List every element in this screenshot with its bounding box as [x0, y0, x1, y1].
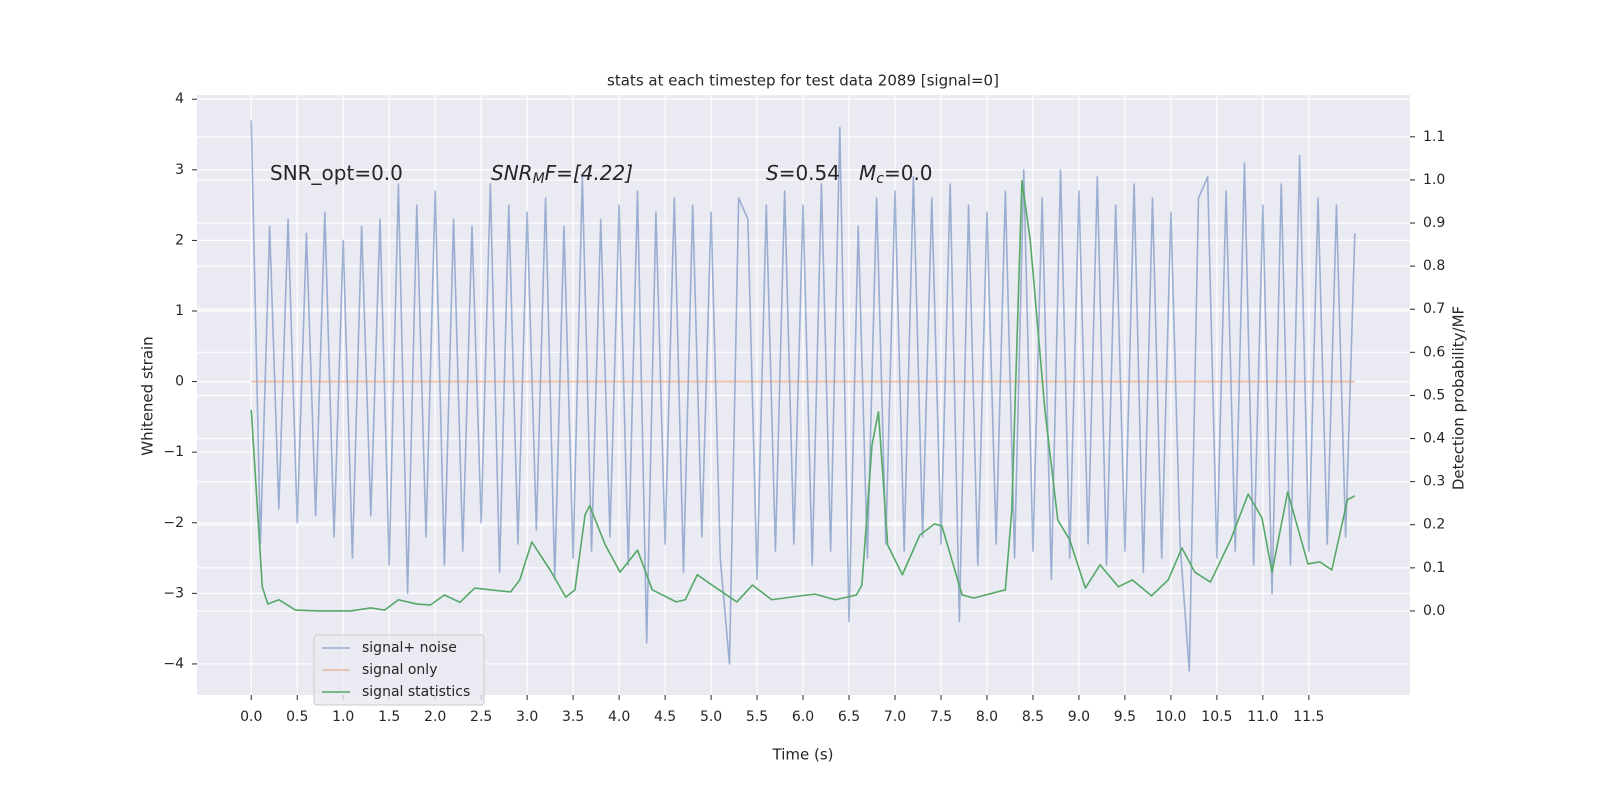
y2-tick-label: 0.3	[1423, 474, 1445, 490]
x-tick-label: 4.0	[608, 709, 630, 725]
annotation: SNRMF=[4.22]	[491, 161, 633, 188]
y-tick-label: −2	[163, 515, 184, 531]
legend-label: signal only	[362, 662, 437, 678]
y-tick-label: 2	[175, 232, 184, 248]
x-tick-label: 0.0	[240, 709, 262, 725]
y-tick-label: 1	[175, 303, 184, 319]
y-tick-label: −1	[163, 444, 184, 460]
x-axis-label: Time (s)	[772, 746, 834, 764]
x-tick-label: 6.0	[792, 709, 814, 725]
annotation-part: c	[876, 171, 884, 187]
legend-box	[313, 634, 485, 706]
annotation: Mc=0.0	[859, 161, 933, 188]
y2-tick-label: 0.5	[1423, 387, 1445, 403]
legend-label: signal statistics	[362, 684, 470, 700]
chart-title: stats at each timestep for test data 208…	[607, 72, 999, 90]
y2-tick-label: 0.6	[1423, 344, 1445, 360]
annotation-part: SNR	[491, 161, 533, 185]
x-tick-label: 3.0	[516, 709, 538, 725]
y2-axis-label: Detection probability/MF	[1450, 306, 1468, 490]
x-tick-label: 2.5	[470, 709, 492, 725]
series-line	[250, 179, 1356, 612]
y2-tick-label: 0.9	[1423, 215, 1445, 231]
annotation-part: =0.0	[884, 161, 933, 185]
x-tick-label: 8.5	[1022, 709, 1044, 725]
y-tick-label: 0	[175, 374, 184, 390]
series-line	[250, 120, 1356, 672]
x-tick-label: 9.0	[1068, 709, 1090, 725]
y2-tick-label: 0.0	[1423, 603, 1445, 619]
y2-tick-label: 0.1	[1423, 560, 1445, 576]
annotation-part: F=[4.22]	[545, 161, 633, 185]
y2-tick-label: 0.8	[1423, 258, 1445, 274]
legend-label: signal+ noise	[362, 640, 457, 656]
y2-tick-label: 0.4	[1423, 431, 1445, 447]
annotation: SNR_opt=0.0	[270, 161, 403, 185]
x-tick-label: 3.5	[562, 709, 584, 725]
x-tick-label: 2.0	[424, 709, 446, 725]
y2-tick-label: 0.7	[1423, 301, 1445, 317]
y2-tick-label: 1.0	[1423, 172, 1445, 188]
y-tick-label: 3	[175, 162, 184, 178]
annotation-part: =0.54	[779, 161, 840, 185]
x-tick-label: 10.0	[1155, 709, 1186, 725]
y-axis-label: Whitened strain	[139, 336, 157, 455]
annotation-part: S	[766, 161, 779, 185]
x-tick-label: 1.5	[378, 709, 400, 725]
y-tick-label: −4	[163, 656, 184, 672]
x-tick-label: 8.0	[976, 709, 998, 725]
x-tick-label: 10.5	[1201, 709, 1232, 725]
y2-tick-label: 0.2	[1423, 517, 1445, 533]
x-tick-label: 0.5	[286, 709, 308, 725]
x-tick-label: 11.5	[1293, 709, 1324, 725]
x-tick-label: 5.5	[746, 709, 768, 725]
x-tick-label: 9.5	[1114, 709, 1136, 725]
annotation-part: M	[859, 161, 876, 185]
x-tick-label: 5.0	[700, 709, 722, 725]
x-tick-label: 1.0	[332, 709, 354, 725]
y-tick-label: 4	[175, 91, 184, 107]
x-tick-label: 4.5	[654, 709, 676, 725]
y2-tick-label: 1.1	[1423, 129, 1445, 145]
annotation: S=0.54	[766, 161, 840, 185]
x-tick-label: 7.5	[930, 709, 952, 725]
annotation-part: M	[533, 171, 545, 187]
x-tick-label: 11.0	[1247, 709, 1278, 725]
x-tick-label: 6.5	[838, 709, 860, 725]
y-tick-label: −3	[163, 585, 184, 601]
annotation-part: SNR_opt=0.0	[270, 161, 403, 185]
x-tick-label: 7.0	[884, 709, 906, 725]
